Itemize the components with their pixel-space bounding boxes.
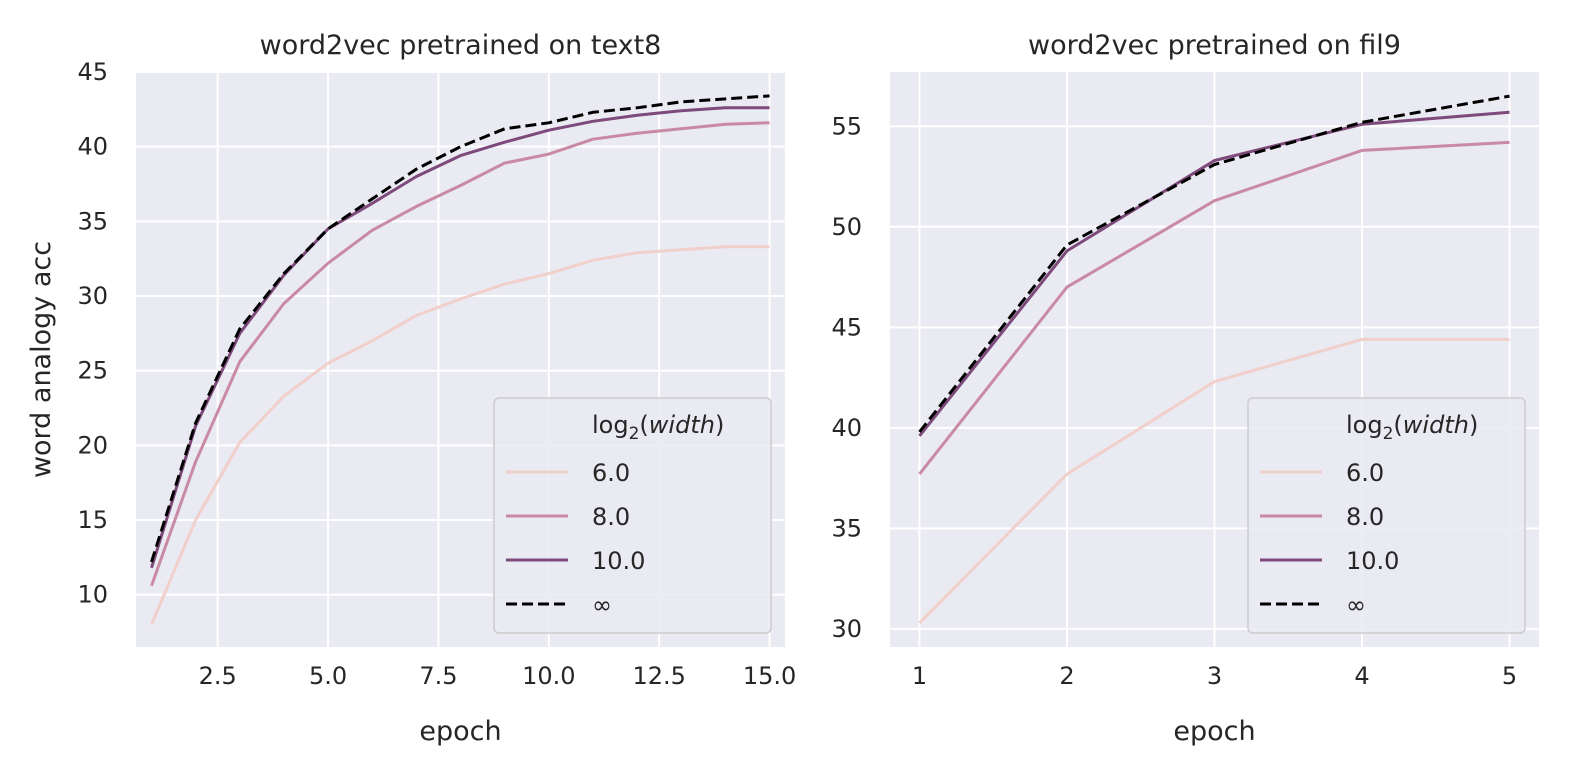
chart-title: word2vec pretrained on fil9 <box>1028 30 1401 61</box>
x-tick-label: 3 <box>1207 662 1222 690</box>
x-tick-label: 1 <box>912 662 927 690</box>
legend-label-2: 8.0 <box>1346 503 1384 531</box>
y-axis-label: word analogy acc <box>26 241 57 478</box>
y-tick-label: 30 <box>831 615 862 643</box>
legend-title-variable: width <box>1403 411 1469 439</box>
legend-label-1: 6.0 <box>1346 459 1384 487</box>
legend-title-subscript: 2 <box>629 424 640 444</box>
legend-box <box>493 397 772 634</box>
series-line-4 <box>150 94 770 563</box>
y-tick-label: 45 <box>831 313 862 341</box>
legend-title-variable: width <box>649 411 715 439</box>
legend-label-4: ∞ <box>1346 591 1366 619</box>
legend-label-4: ∞ <box>592 591 612 619</box>
series-line-4 <box>918 94 1510 433</box>
y-tick-label: 40 <box>77 133 108 161</box>
x-tick-label: 7.5 <box>419 662 457 690</box>
y-tick-label: 15 <box>77 506 108 534</box>
y-tick-label: 35 <box>831 514 862 542</box>
y-tick-label: 25 <box>77 357 108 385</box>
legend: log2(width) 6.0 8.0 10.0 ∞ <box>1247 397 1526 634</box>
y-tick-label: 10 <box>77 581 108 609</box>
series-line-2 <box>918 140 1510 476</box>
series-line-3 <box>150 106 770 569</box>
legend-label-1: 6.0 <box>592 459 630 487</box>
x-tick-label: 15.0 <box>743 662 796 690</box>
legend-label-2: 8.0 <box>592 503 630 531</box>
series-line-2 <box>150 121 770 587</box>
x-tick-label: 2 <box>1059 662 1074 690</box>
legend-title: log2(width) <box>1346 411 1478 444</box>
x-tick-label: 2.5 <box>199 662 237 690</box>
x-axis-label: epoch <box>1173 716 1255 747</box>
legend-title-open-paren: ( <box>1393 411 1402 439</box>
chart-title: word2vec pretrained on text8 <box>260 30 662 61</box>
legend: log2(width) 6.0 8.0 10.0 ∞ <box>493 397 772 634</box>
legend-title-subscript: 2 <box>1383 424 1394 444</box>
x-tick-label: 5 <box>1502 662 1517 690</box>
y-tick-label: 30 <box>77 282 108 310</box>
y-tick-label: 55 <box>831 112 862 140</box>
series-line-3 <box>918 110 1510 437</box>
legend-title-close-paren: ) <box>715 411 724 439</box>
legend-title-close-paren: ) <box>1469 411 1478 439</box>
series-line-1 <box>918 337 1510 624</box>
x-tick-label: 12.5 <box>632 662 685 690</box>
x-tick-label: 5.0 <box>309 662 347 690</box>
legend-title: log2(width) <box>592 411 724 444</box>
y-tick-label: 35 <box>77 207 108 235</box>
series-line-1 <box>150 245 770 626</box>
legend-box <box>1247 397 1526 634</box>
legend-label-3: 10.0 <box>1346 547 1399 575</box>
x-tick-label: 4 <box>1354 662 1369 690</box>
y-tick-label: 40 <box>831 414 862 442</box>
y-tick-label: 20 <box>77 431 108 459</box>
x-axis-label: epoch <box>419 716 501 747</box>
legend-title-open-paren: ( <box>639 411 648 439</box>
y-tick-label: 50 <box>831 213 862 241</box>
legend-label-3: 10.0 <box>592 547 645 575</box>
y-tick-label: 45 <box>77 58 108 86</box>
x-tick-label: 10.0 <box>522 662 575 690</box>
legend-title-log: log <box>1346 411 1383 439</box>
chart-text8: 2.5 5.0 7.5 10.0 12.5 15.0 10 15 20 25 30 35 40 45 wor… <box>26 30 796 747</box>
legend-title-log: log <box>592 411 629 439</box>
